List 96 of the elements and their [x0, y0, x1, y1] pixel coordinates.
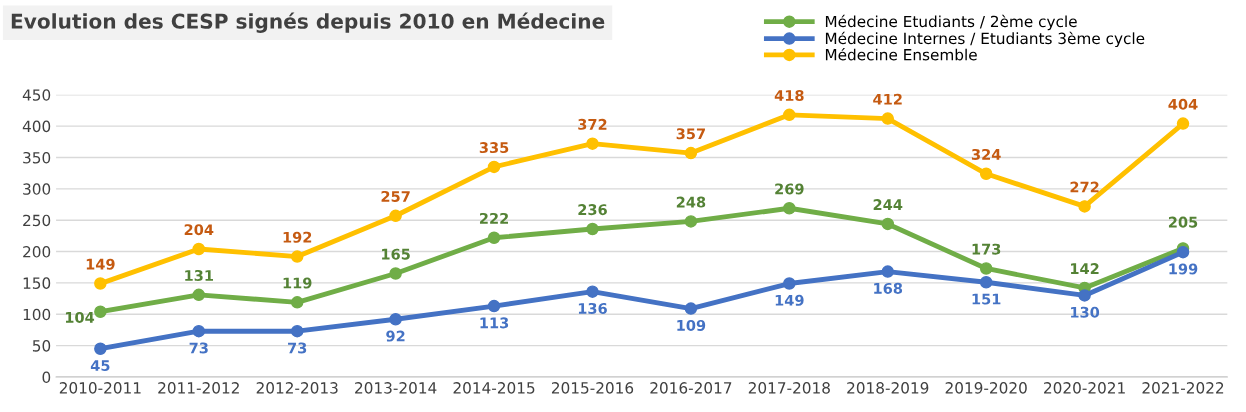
data-label: 269: [775, 183, 804, 195]
point: [389, 267, 402, 280]
data-label: 236: [578, 204, 607, 216]
point: [783, 202, 796, 215]
y-tick-label: 300: [23, 183, 51, 195]
x-tick-label: 2014-2015: [453, 382, 535, 394]
data-label: 257: [381, 190, 410, 202]
point: [389, 209, 402, 223]
y-tick-label: 150: [23, 277, 51, 289]
point: [684, 146, 698, 160]
data-label: 119: [283, 277, 312, 289]
data-label: 335: [479, 142, 509, 154]
chart-title: Evolution des CESP signés depuis 2010 en Médecine: [11, 12, 605, 33]
x-tick-label: 2012-2013: [256, 382, 338, 394]
point: [1176, 245, 1190, 259]
x-tick-label: 2013-2014: [355, 382, 437, 394]
point: [192, 324, 206, 338]
data-label: 73: [288, 342, 307, 354]
data-label: 92: [386, 330, 405, 342]
data-label: 324: [971, 148, 1001, 160]
point: [487, 160, 501, 174]
point: [881, 112, 894, 125]
point: [290, 296, 304, 309]
data-label: 136: [578, 302, 607, 314]
legend-label: Médecine Ensemble: [825, 48, 977, 61]
point: [881, 217, 894, 231]
data-label: 418: [774, 89, 804, 101]
y-tick-label: 50: [32, 340, 51, 352]
x-tick-label: 2020-2021: [1044, 382, 1125, 394]
data-label: 113: [480, 317, 509, 329]
data-label: 45: [90, 360, 110, 372]
data-label: 412: [873, 93, 902, 105]
point: [1078, 200, 1091, 213]
data-label: 192: [283, 231, 312, 243]
data-label: 151: [972, 293, 1001, 305]
point: [290, 324, 304, 338]
data-label: 222: [479, 212, 509, 224]
y-tick-label: 350: [23, 151, 51, 164]
x-tick-label: 2021-2022: [1142, 382, 1224, 394]
legend-label: Médecine Etudiants / 2ème cycle: [825, 14, 1077, 31]
y-tick-label: 400: [22, 120, 51, 133]
point: [487, 231, 501, 245]
point: [290, 250, 304, 263]
data-label: 104: [65, 311, 95, 323]
data-label: 404: [1168, 98, 1198, 110]
data-label: 142: [1071, 263, 1099, 274]
data-label: 168: [874, 282, 903, 294]
data-label: 131: [185, 269, 213, 281]
y-tick-label: 100: [23, 308, 51, 321]
point: [684, 302, 698, 315]
x-tick-label: 2017-2018: [748, 382, 830, 394]
point: [192, 242, 206, 256]
x-tick-label: 2015-2016: [551, 382, 634, 394]
data-label: 149: [775, 294, 804, 306]
point: [586, 285, 599, 298]
data-label: 204: [184, 224, 214, 236]
point: [94, 305, 107, 319]
point: [979, 262, 993, 275]
x-tick-label: 2018-2019: [847, 382, 929, 394]
legend-label: Médecine Internes / Etudiants 3ème cycle: [825, 31, 1145, 48]
point: [979, 167, 993, 181]
data-label: 248: [676, 196, 706, 208]
x-tick-label: 2010-2011: [59, 382, 141, 394]
point: [94, 342, 107, 356]
y-tick-label: 0: [42, 371, 51, 383]
data-label: 109: [677, 319, 706, 331]
point: [192, 288, 206, 302]
point: [783, 277, 796, 290]
point: [389, 313, 402, 326]
point: [586, 222, 599, 236]
data-label: 130: [1071, 306, 1100, 318]
point: [684, 215, 698, 228]
x-tick-label: 2016-2017: [650, 382, 732, 394]
x-tick-label: 2011-2012: [158, 382, 239, 394]
x-tick-label: 2019-2020: [945, 382, 1027, 394]
data-label: 73: [189, 342, 208, 354]
point: [1176, 117, 1190, 130]
point: [487, 299, 501, 313]
point: [1078, 289, 1091, 302]
data-label: 272: [1070, 181, 1099, 193]
point: [586, 137, 599, 150]
y-tick-label: 200: [23, 246, 51, 258]
point: [783, 108, 796, 122]
y-tick-label: 250: [23, 214, 51, 227]
data-label: 149: [86, 258, 115, 270]
point: [881, 265, 894, 278]
data-label: 244: [873, 199, 903, 210]
point: [94, 277, 107, 290]
data-label: 199: [1169, 263, 1198, 275]
data-label: 372: [578, 118, 607, 130]
data-label: 173: [972, 243, 1001, 255]
data-label: 357: [676, 128, 705, 140]
y-tick-label: 450: [22, 89, 51, 101]
point: [979, 276, 993, 289]
data-label: 165: [382, 248, 410, 260]
data-label: 205: [1168, 216, 1198, 228]
